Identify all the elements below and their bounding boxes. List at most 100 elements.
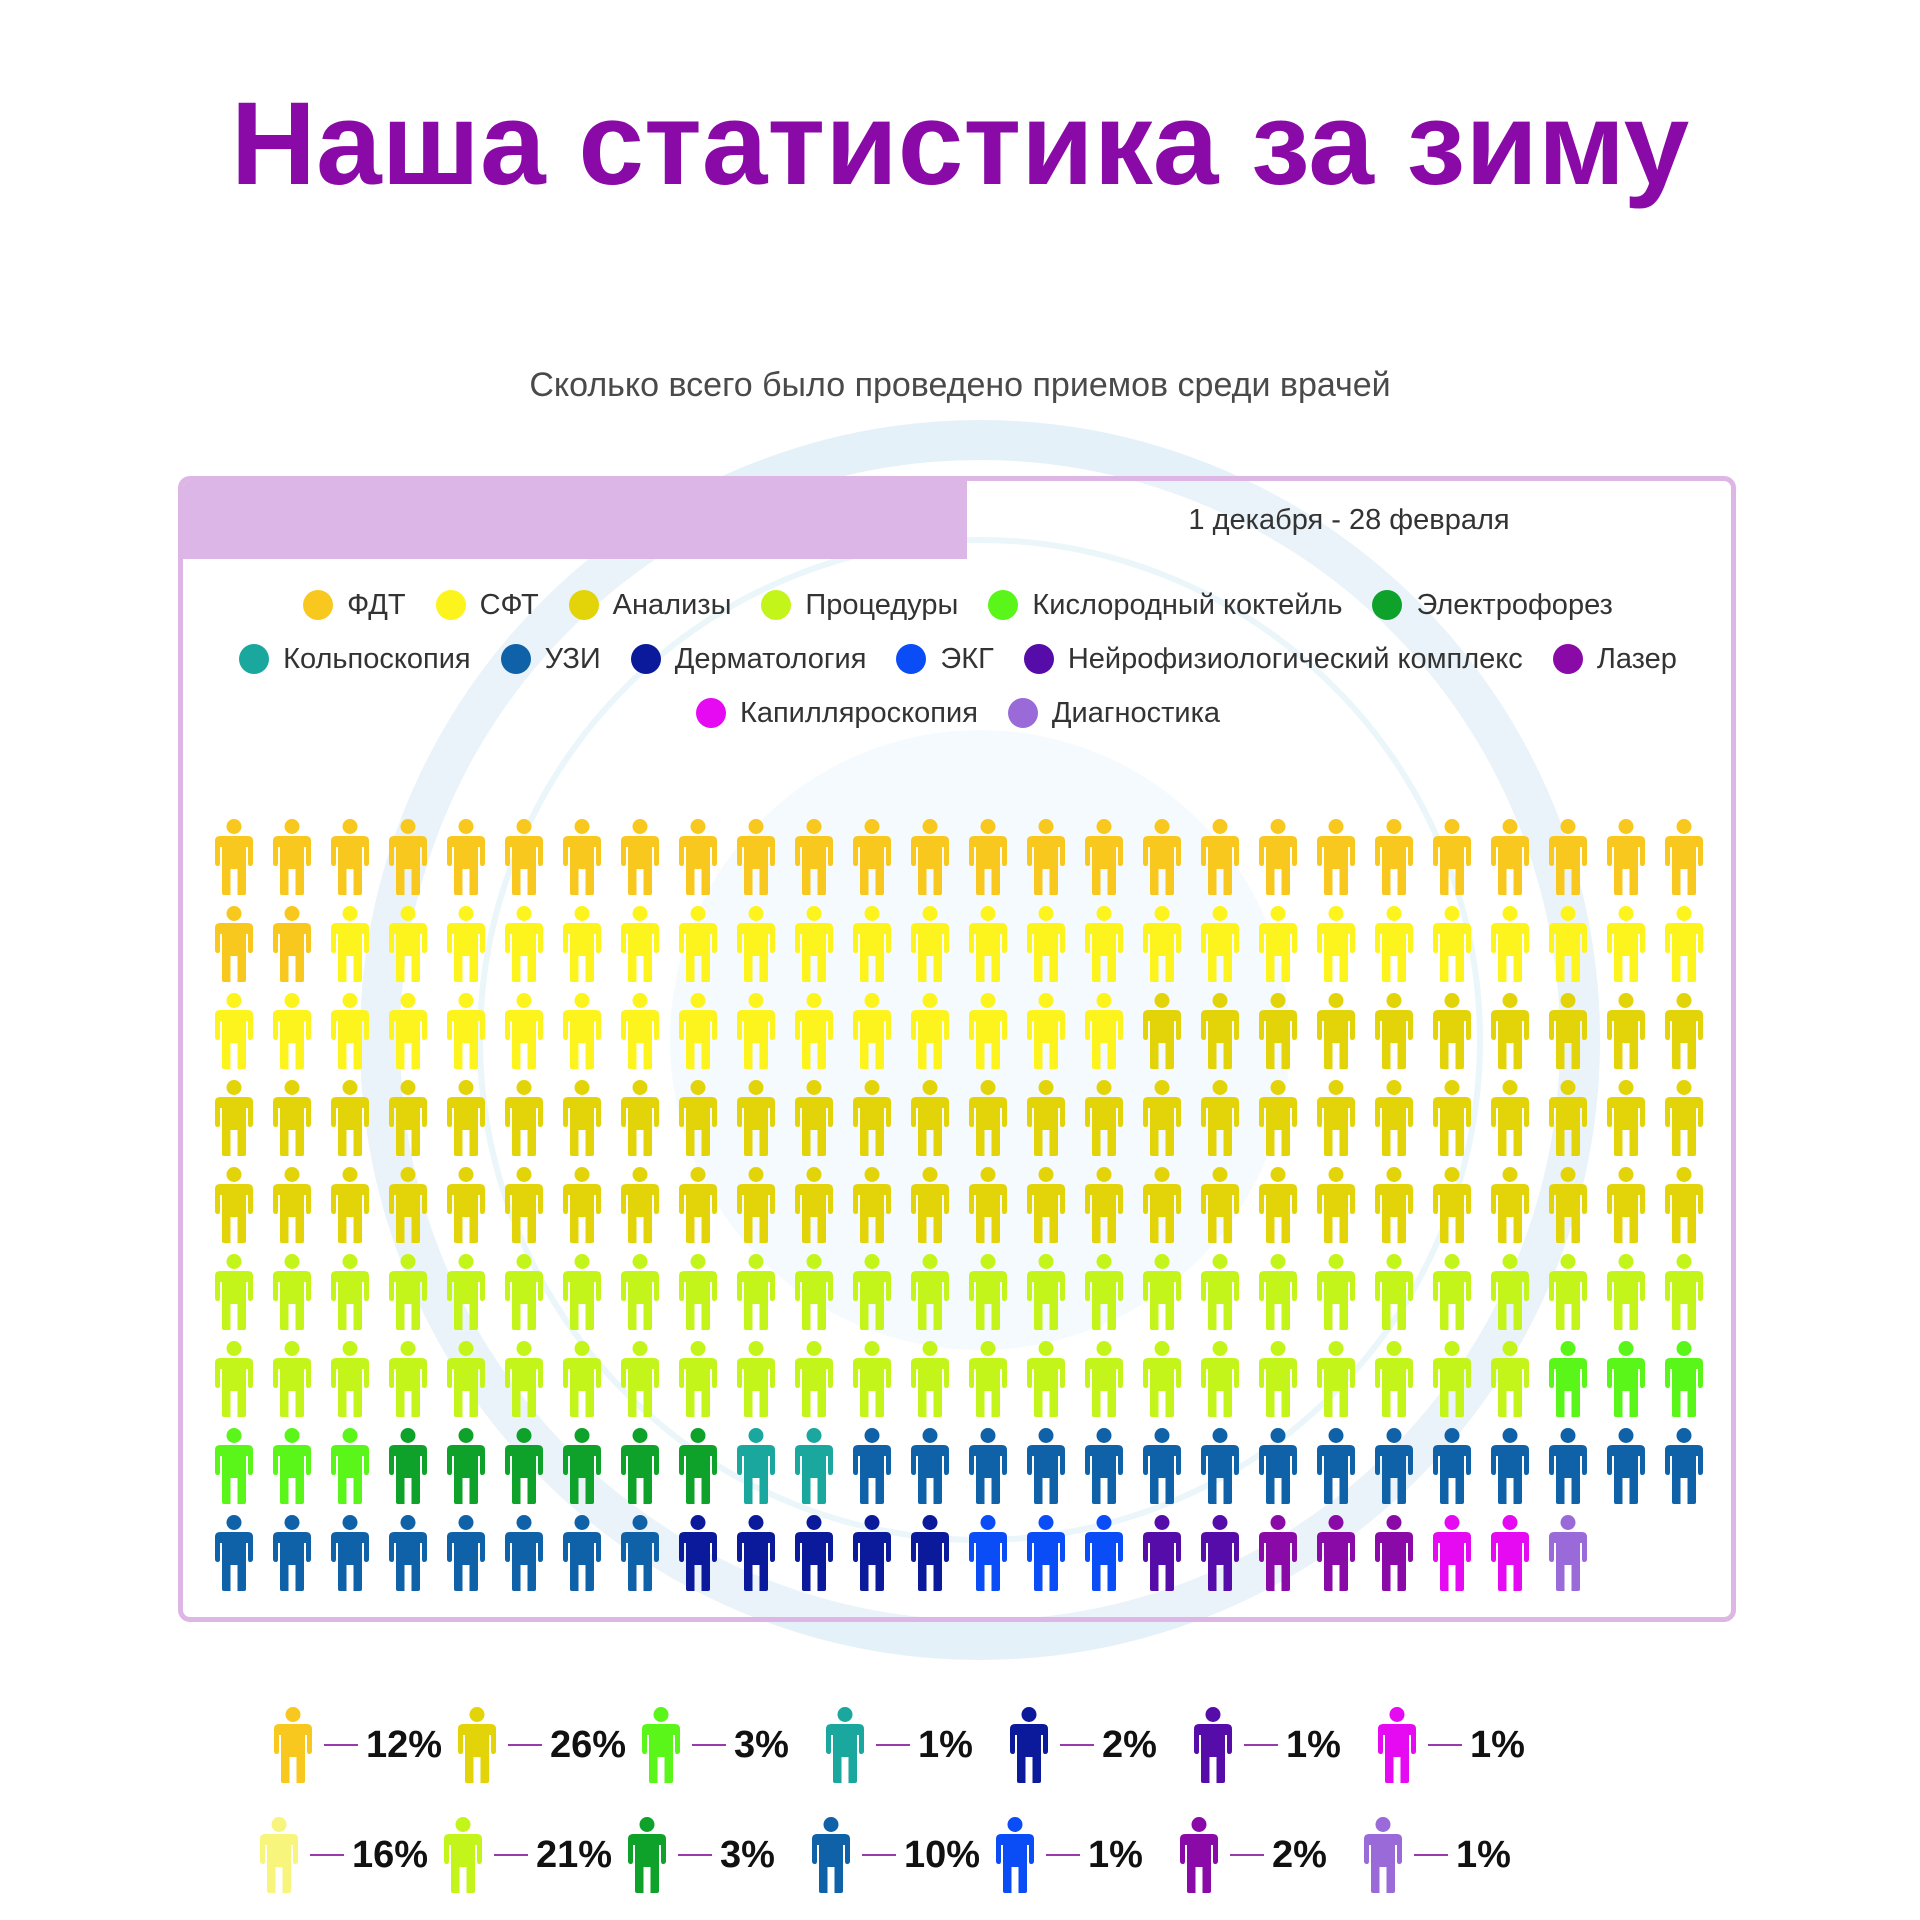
- person-icon-category-6: [669, 1428, 727, 1515]
- person-icon-category-3: [495, 1080, 553, 1167]
- legend-label: ФДТ: [347, 589, 406, 621]
- person-icon-category-3: [1249, 993, 1307, 1080]
- person-icon-category-2: [263, 993, 321, 1080]
- person-icon-category-4: [1481, 1341, 1539, 1428]
- person-icon-category-3: [901, 1080, 959, 1167]
- person-icon-category-1: [785, 819, 843, 906]
- person-icon-category-2: [1423, 906, 1481, 993]
- person-icon-category-4: [785, 1254, 843, 1341]
- person-icon-category-6: [437, 1428, 495, 1515]
- person-icon-category-2: [437, 906, 495, 993]
- person-icon-category-2: [495, 906, 553, 993]
- person-icon-category-1: [553, 819, 611, 906]
- person-icon-category-8: [379, 1515, 437, 1602]
- person-icon-category-5: [321, 1428, 379, 1515]
- person-icon-category-11: [1191, 1515, 1249, 1602]
- percent-legend-item: 1%: [1190, 1690, 1374, 1800]
- person-icon-category-4: [437, 1254, 495, 1341]
- person-icon-category-4: [669, 1254, 727, 1341]
- percent-value: 2%: [1272, 1833, 1327, 1876]
- person-icon-category-2: [205, 993, 263, 1080]
- person-icon-category-1: [263, 819, 321, 906]
- person-icon-category-3: [959, 1167, 1017, 1254]
- percent-legend-item: 3%: [638, 1690, 822, 1800]
- person-icon-category-4: [1133, 1341, 1191, 1428]
- person-icon-category-1: [843, 819, 901, 906]
- person-icon-category-1: [1075, 819, 1133, 906]
- legend-item-category-5: Кислородный коктейль: [988, 589, 1342, 621]
- person-icon-category-2: [321, 906, 379, 993]
- person-icon: [1176, 1815, 1222, 1895]
- person-icon-category-3: [959, 1080, 1017, 1167]
- percent-value: 1%: [918, 1723, 973, 1766]
- person-icon-category-2: [379, 993, 437, 1080]
- legend-label: Дерматология: [674, 643, 867, 675]
- person-icon-category-1: [1597, 819, 1655, 906]
- person-icon-category-4: [959, 1341, 1017, 1428]
- legend-dot: [568, 590, 599, 620]
- legend-label: Капилляроскопия: [739, 697, 978, 729]
- person-icon-category-3: [1191, 993, 1249, 1080]
- percent-legend-item: 10%: [808, 1800, 1006, 1910]
- person-icon-category-4: [1249, 1254, 1307, 1341]
- person-icon: [808, 1815, 854, 1895]
- person-icon-category-3: [1017, 1080, 1075, 1167]
- person-icon-category-1: [205, 819, 263, 906]
- percent-value: 21%: [536, 1833, 613, 1876]
- person-icon-category-4: [1365, 1341, 1423, 1428]
- person-icon-category-2: [611, 906, 669, 993]
- person-icon-category-8: [205, 1515, 263, 1602]
- legend-label: Нейрофизиологический комплекс: [1067, 643, 1523, 675]
- connector-line: [494, 1854, 528, 1856]
- person-icon-category-1: [379, 819, 437, 906]
- person-icon-category-3: [437, 1167, 495, 1254]
- person-icon-category-3: [1075, 1080, 1133, 1167]
- person-icon-category-3: [1191, 1167, 1249, 1254]
- person-icon-category-3: [1655, 1167, 1713, 1254]
- person-icon-category-3: [1539, 993, 1597, 1080]
- person-icon-category-2: [1307, 906, 1365, 993]
- legend-label: Процедуры: [805, 589, 959, 621]
- person-icon-category-3: [669, 1080, 727, 1167]
- person-icon-category-2: [785, 993, 843, 1080]
- person-icon-category-2: [1365, 906, 1423, 993]
- person-icon-category-2: [1075, 906, 1133, 993]
- person-icon-category-9: [843, 1515, 901, 1602]
- card-header-tab: [183, 481, 967, 559]
- legend-item-category-9: Дерматология: [630, 643, 867, 675]
- person-icon-category-3: [1133, 1167, 1191, 1254]
- person-icon-category-4: [553, 1341, 611, 1428]
- person-icon-category-8: [1655, 1428, 1713, 1515]
- page-title: Наша статистика за зиму: [230, 78, 1690, 210]
- person-icon-category-1: [1365, 819, 1423, 906]
- person-icon: [624, 1815, 670, 1895]
- person-icon-category-1: [669, 819, 727, 906]
- person-icon-category-8: [1307, 1428, 1365, 1515]
- person-icon-category-8: [843, 1428, 901, 1515]
- person-icon-category-6: [379, 1428, 437, 1515]
- legend-dot: [239, 644, 270, 674]
- person-icon-category-3: [495, 1167, 553, 1254]
- person-icon-category-8: [495, 1515, 553, 1602]
- person-icon-category-3: [1365, 1080, 1423, 1167]
- person-icon-category-4: [1075, 1341, 1133, 1428]
- person-icon-category-3: [1191, 1080, 1249, 1167]
- person-icon-category-3: [1365, 1167, 1423, 1254]
- person-icon-category-4: [669, 1341, 727, 1428]
- percent-legend-item: 16%: [256, 1800, 454, 1910]
- percent-legend-item: 1%: [1374, 1690, 1558, 1800]
- person-icon-category-3: [901, 1167, 959, 1254]
- person-icon-category-4: [727, 1341, 785, 1428]
- person-icon-category-3: [1423, 993, 1481, 1080]
- person-icon-category-3: [321, 1080, 379, 1167]
- legend-dot: [500, 644, 531, 674]
- person-icon-category-2: [843, 993, 901, 1080]
- person-icon-category-4: [553, 1254, 611, 1341]
- legend-label: Кольпоскопия: [283, 643, 471, 675]
- person-icon-category-3: [1597, 1167, 1655, 1254]
- percent-legend: 12% 26% 3% 1% 2% 1% 1% 16% 21% 3% 10% 1% 2% 1%: [260, 1690, 1670, 1910]
- person-icon-category-8: [1191, 1428, 1249, 1515]
- percent-value: 2%: [1102, 1723, 1157, 1766]
- person-icon-category-2: [321, 993, 379, 1080]
- percent-value: 16%: [352, 1833, 429, 1876]
